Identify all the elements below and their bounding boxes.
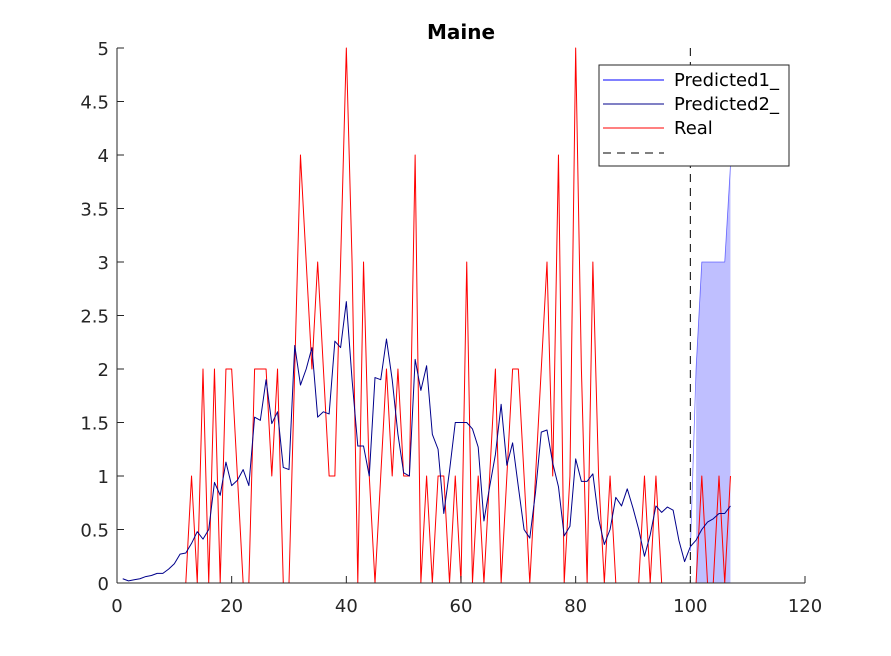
y-tick-label: 4	[98, 146, 109, 167]
y-tick-label: 1.5	[80, 414, 109, 435]
x-tick-label: 80	[564, 596, 587, 617]
confidence-band	[696, 165, 731, 583]
y-tick-label: 2.5	[80, 307, 109, 328]
legend: Predicted1_ Predicted2_ Real	[598, 64, 790, 167]
chart-title: Maine	[427, 20, 495, 44]
x-tick-label: 120	[788, 596, 822, 617]
legend-label-real: Real	[674, 118, 713, 139]
x-tick-layer: 0 20 40 60 80 100 120	[111, 576, 822, 617]
legend-label-predicted2: Predicted2_	[674, 94, 780, 115]
y-tick-label: 5	[98, 39, 109, 60]
y-tick-label: 1	[98, 467, 109, 488]
legend-label-predicted1: Predicted1_	[674, 70, 780, 91]
confidence-band-layer	[696, 165, 731, 583]
y-tick-label: 0.5	[80, 521, 109, 542]
y-tick-label: 3	[98, 253, 109, 274]
x-tick-label: 60	[450, 596, 473, 617]
x-tick-label: 40	[335, 596, 358, 617]
y-tick-label: 4.5	[80, 93, 109, 114]
x-tick-label: 100	[673, 596, 707, 617]
series-line-predicted2	[122, 301, 731, 582]
x-tick-label: 20	[220, 596, 243, 617]
y-tick-layer: 0 0.5 1 1.5 2 2.5 3 3.5 4 4.5 5	[80, 39, 124, 595]
y-tick-label: 3.5	[80, 200, 109, 221]
legend-box	[598, 64, 790, 167]
y-tick-label: 2	[98, 360, 109, 381]
y-tick-label: 0	[98, 574, 109, 595]
series-line-predicted1	[689, 165, 731, 551]
x-tick-label: 0	[111, 596, 122, 617]
